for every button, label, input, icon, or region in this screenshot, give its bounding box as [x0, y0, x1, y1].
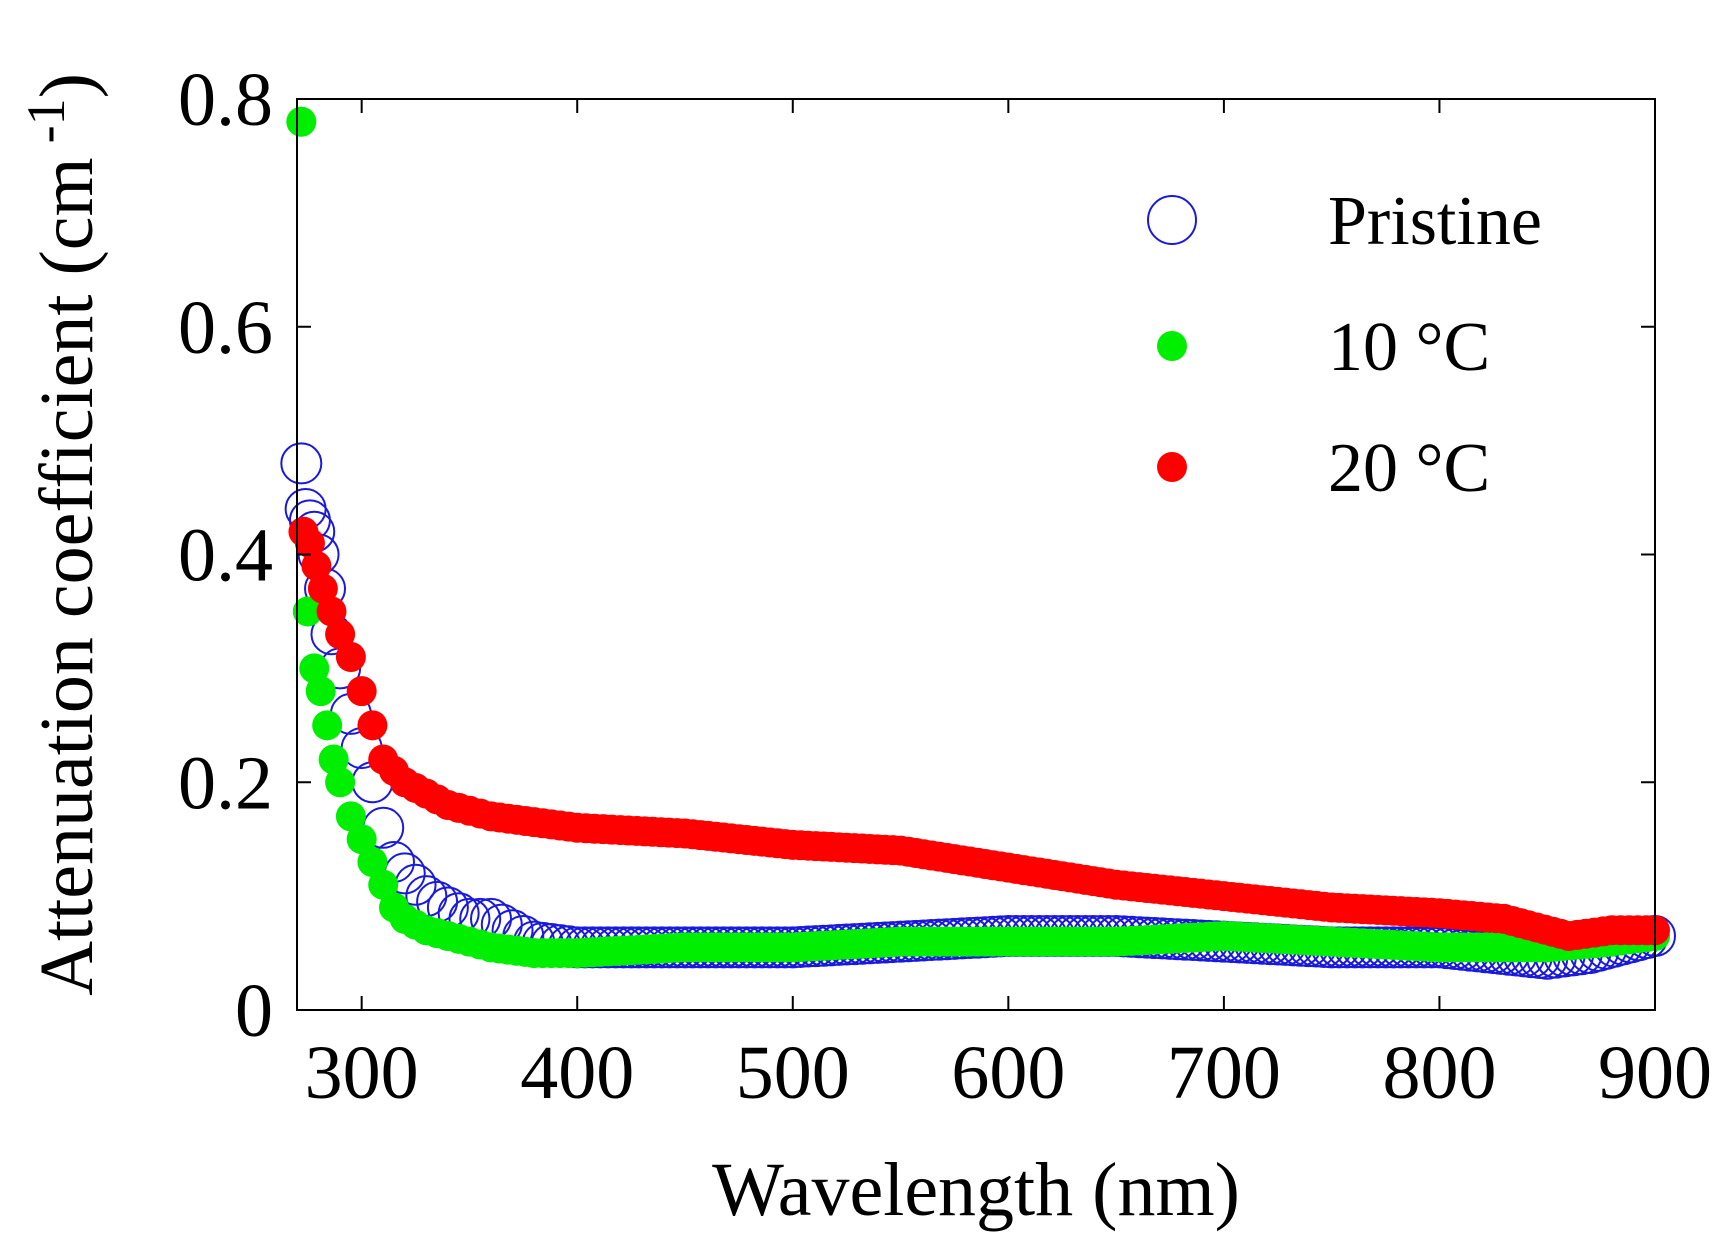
legend-marker-0	[1147, 195, 1197, 245]
series-1-point-4	[312, 710, 343, 741]
series-1-point-1	[292, 596, 323, 627]
series-1-point-5	[318, 744, 349, 775]
x-tick-label-900: 900	[1598, 1031, 1712, 1115]
series-2-point-8	[357, 710, 388, 741]
series-2-point-4	[316, 596, 347, 627]
series-2-point-7	[346, 676, 377, 707]
series-1-point-0	[286, 106, 317, 137]
x-tick-label-500: 500	[736, 1031, 850, 1115]
y-axis-title-close: )	[25, 73, 109, 98]
ticks-layer: 300 400 500 600 700 800 900 0 0.2 0.4 0.6 0.8	[178, 58, 1712, 1115]
y-tick-label-0.4: 0.4	[178, 514, 273, 598]
series-1-point-6	[325, 767, 356, 798]
y-tick-label-0.8: 0.8	[178, 58, 273, 142]
series-2-point-5	[325, 619, 356, 650]
x-tick-label-700: 700	[1167, 1031, 1281, 1115]
series-1	[286, 106, 1670, 969]
legend-marker-2	[1157, 452, 1187, 482]
series-1-point-8	[346, 824, 377, 855]
x-tick-label-600: 600	[951, 1031, 1065, 1115]
series-1-point-10	[368, 869, 399, 900]
legend: Pristine 10 °C 20 °C	[1147, 183, 1542, 507]
y-axis-title: Attenuation coefficient (cm -1)	[16, 73, 109, 996]
series-1-point-9	[357, 846, 388, 877]
series-2-point-3	[307, 573, 338, 604]
x-tick-label-300: 300	[305, 1031, 419, 1115]
series-0	[280, 442, 1676, 980]
series-2-point-2	[301, 550, 332, 581]
series-1-point-3	[305, 676, 336, 707]
legend-label-0: Pristine	[1328, 183, 1542, 260]
series-2	[288, 516, 1670, 951]
series-2-point-6	[335, 641, 366, 672]
y-axis-title-superscript: -1	[16, 98, 76, 143]
x-tick-label-800: 800	[1382, 1031, 1496, 1115]
y-tick-label-0: 0	[235, 969, 273, 1053]
series-1-point-2	[299, 653, 330, 684]
series-1-point-7	[335, 801, 366, 832]
series-layer	[280, 106, 1676, 980]
y-tick-label-0.2: 0.2	[178, 741, 273, 825]
legend-label-2: 20 °C	[1328, 430, 1490, 507]
x-tick-label-400: 400	[520, 1031, 634, 1115]
x-axis-title: Wavelength (nm)	[712, 1148, 1240, 1232]
y-axis-title-main: Attenuation coefficient (cm	[25, 157, 109, 996]
legend-label-1: 10 °C	[1328, 309, 1490, 386]
series-2-point-1	[294, 528, 325, 559]
legend-marker-1	[1157, 331, 1187, 361]
series-0-point-0	[280, 442, 323, 485]
y-tick-label-0.6: 0.6	[178, 286, 273, 370]
